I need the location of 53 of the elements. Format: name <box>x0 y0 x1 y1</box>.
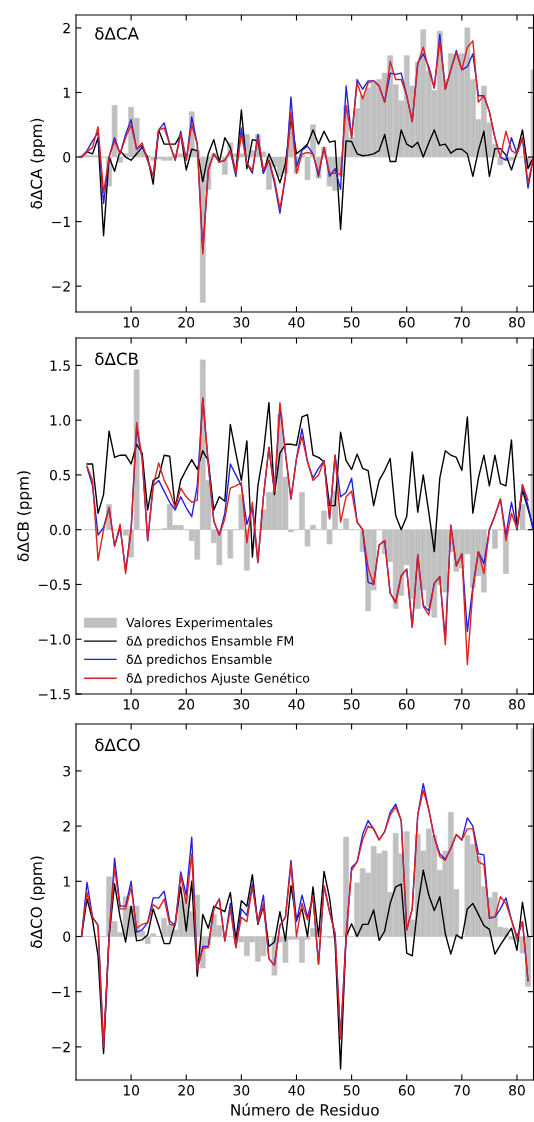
y-tick-label: −1.5 <box>38 689 70 700</box>
x-tick-label: 70 <box>454 317 470 328</box>
x-tick-label: 50 <box>343 1085 360 1096</box>
legend-label: Valores Experimentales <box>126 617 273 630</box>
y-tick-label: 0 <box>63 152 71 163</box>
y-tick-label: 1 <box>63 87 70 98</box>
y-tick-label: −1 <box>52 986 70 997</box>
x-tick-label: 20 <box>178 317 195 328</box>
y-axis-title: δΔCA (ppm) <box>30 118 46 209</box>
legend-label: δΔ predichos Ensamble FM <box>126 635 293 649</box>
x-tick-label: 30 <box>233 699 250 710</box>
x-tick-label: 20 <box>178 699 195 710</box>
x-tick-label: 60 <box>398 699 415 710</box>
y-tick-label: −1 <box>52 216 70 227</box>
x-tick-label: 60 <box>398 1085 415 1096</box>
x-tick-label: 80 <box>509 317 525 328</box>
y-tick-label: −1.0 <box>38 634 71 645</box>
y-tick-label: 2 <box>63 22 70 34</box>
y-tick-label: 1.0 <box>50 415 71 426</box>
y-tick-label: 1.5 <box>50 360 70 371</box>
x-tick-label: 80 <box>509 1085 525 1096</box>
x-tick-label: 80 <box>509 699 525 710</box>
text: δΔCO <box>95 738 140 752</box>
x-tick-label: 50 <box>343 317 360 328</box>
y-axis-title: δΔCB (ppm) <box>17 471 32 562</box>
x-tick-label: 40 <box>288 1085 305 1096</box>
x-tick-label: 30 <box>233 317 250 328</box>
y-tick-label: −2 <box>52 1041 70 1053</box>
y-tick-label: 3 <box>63 765 71 777</box>
x-axis-title: Número de Residuo <box>231 1103 379 1116</box>
x-tick-label: 30 <box>233 1085 250 1096</box>
y-axis-title: δΔCO (ppm) <box>30 856 46 948</box>
text: δΔCA <box>95 27 139 40</box>
x-tick-label: 10 <box>123 699 140 710</box>
x-tick-label: 50 <box>343 699 360 710</box>
y-tick-label: 0.5 <box>49 469 70 481</box>
x-tick-label: 70 <box>454 699 470 710</box>
x-tick-label: 40 <box>288 317 305 328</box>
y-tick-label: 0.0 <box>49 524 71 536</box>
y-tick-label: −0.5 <box>38 579 70 590</box>
x-tick-label: 70 <box>454 1085 470 1096</box>
x-tick-label: 10 <box>123 1085 140 1096</box>
legend-label: δΔ predichos Ajuste Genético <box>126 672 310 686</box>
text: δΔCB <box>95 352 138 366</box>
y-tick-label: 1 <box>63 876 70 887</box>
x-tick-label: 40 <box>288 699 305 710</box>
y-tick-label: 2 <box>63 821 70 832</box>
y-tick-label: −2 <box>52 281 70 292</box>
y-tick-label: 0 <box>63 931 71 942</box>
x-tick-label: 20 <box>178 1085 195 1096</box>
x-tick-label: 60 <box>398 317 415 328</box>
legend-label: δΔ predichos Ensamble <box>126 654 272 667</box>
x-tick-label: 10 <box>123 317 140 328</box>
